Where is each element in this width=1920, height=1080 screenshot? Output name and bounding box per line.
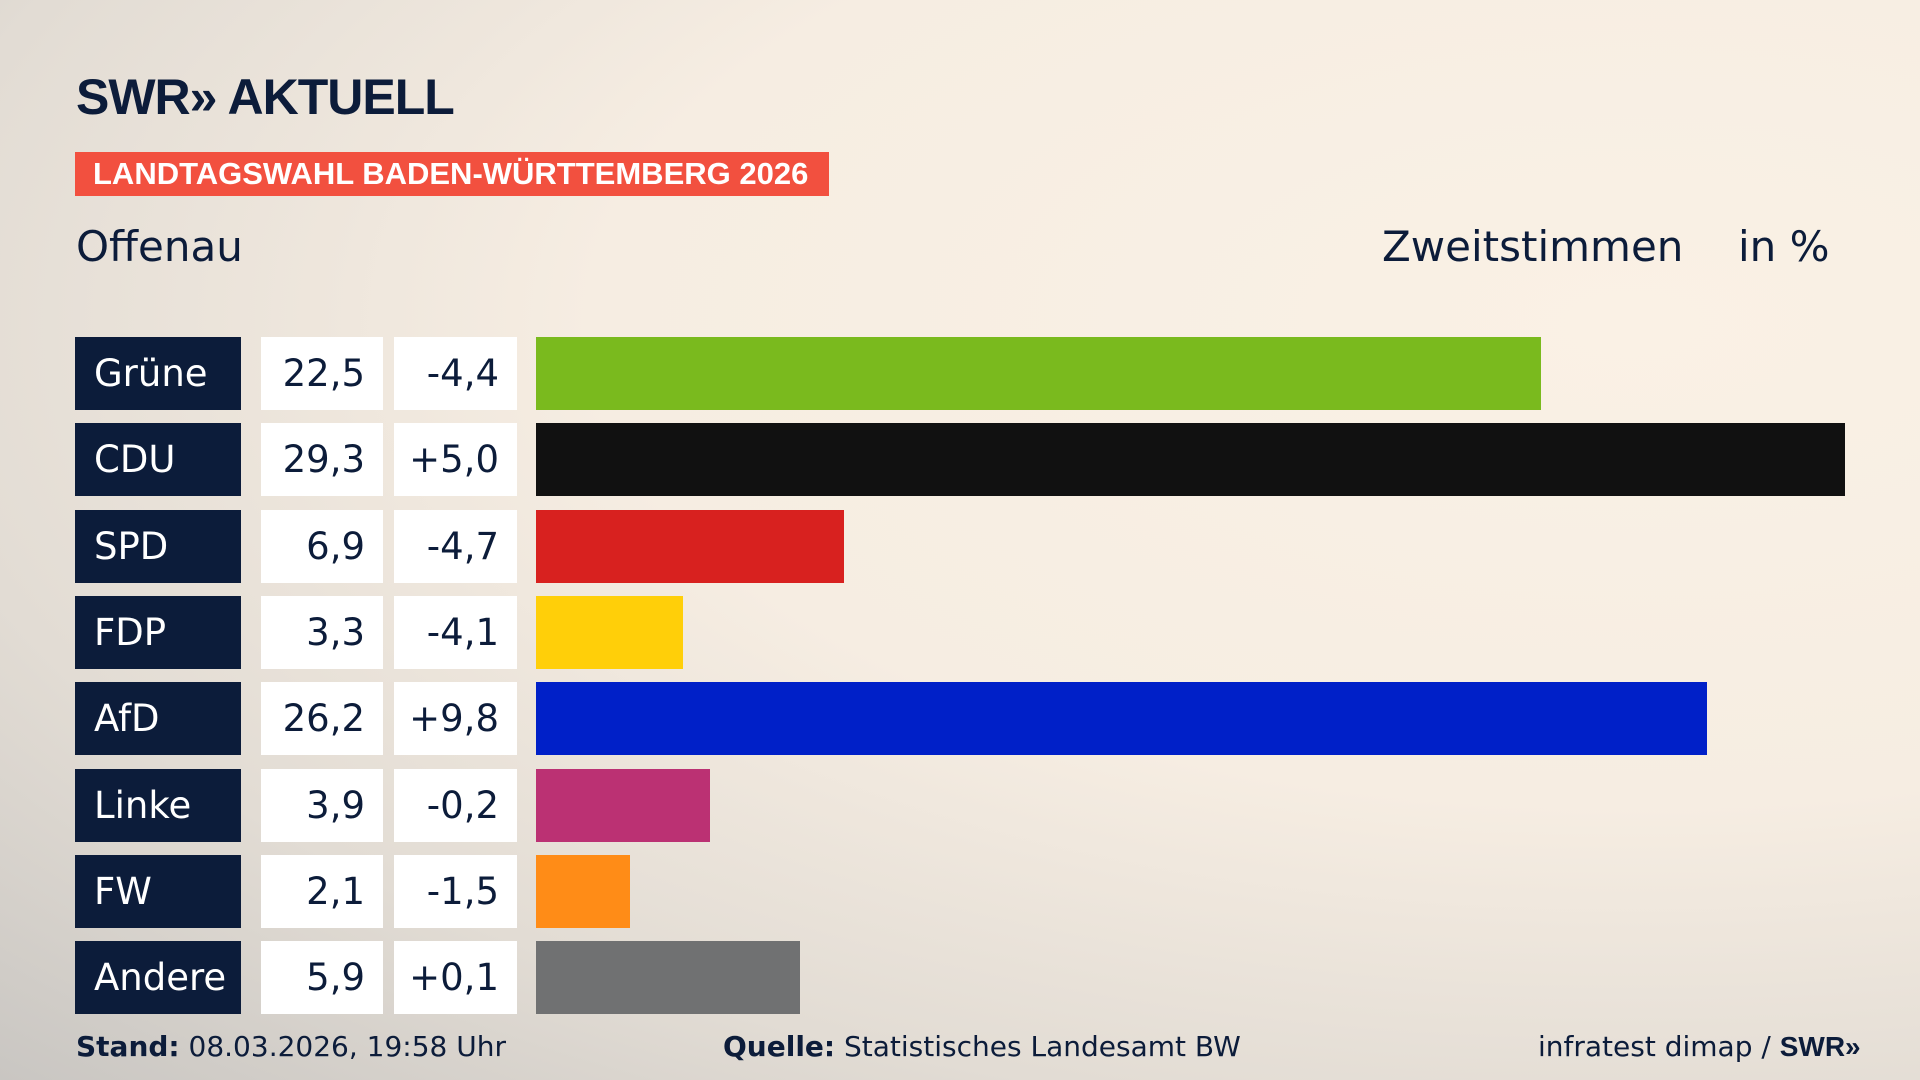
change-label: +5,0	[394, 423, 517, 497]
value-label: 29,3	[261, 423, 383, 497]
quelle-value: Statistisches Landesamt BW	[844, 1030, 1241, 1063]
chart-row: Grüne 22,5 -4,4	[0, 337, 1920, 410]
party-label: CDU	[75, 423, 241, 497]
bar	[536, 337, 1542, 410]
unit-label: in %	[1738, 222, 1830, 271]
value-label: 5,9	[261, 941, 383, 1015]
bar	[536, 854, 630, 928]
value-label: 22,5	[261, 337, 383, 410]
change-label: -4,4	[394, 337, 517, 410]
change-label: -1,5	[394, 854, 517, 928]
change-label: -4,7	[394, 509, 517, 583]
change-label: +9,8	[394, 682, 517, 756]
credit-text: infratest dimap /	[1538, 1030, 1771, 1063]
bar	[536, 768, 711, 842]
chart-row: Andere 5,9 +0,1	[0, 941, 1920, 1015]
stand: Stand: 08.03.2026, 19:58 Uhr	[76, 1030, 506, 1063]
value-label: 3,9	[261, 768, 383, 842]
bar	[536, 423, 1845, 497]
chart-row: Linke 3,9 -0,2	[0, 768, 1920, 842]
bar	[536, 595, 684, 669]
chart-row: FDP 3,3 -4,1	[0, 595, 1920, 669]
chart-row: AfD 26,2 +9,8	[0, 682, 1920, 756]
region-title: Offenau	[76, 222, 243, 271]
swr-logo: SWR»	[1779, 1031, 1861, 1062]
party-label: FW	[75, 854, 241, 928]
bar	[536, 682, 1707, 756]
bar	[536, 509, 845, 583]
chart-row: SPD 6,9 -4,7	[0, 509, 1920, 583]
change-label: +0,1	[394, 941, 517, 1015]
change-label: -0,2	[394, 768, 517, 842]
quelle: Quelle: Statistisches Landesamt BW	[723, 1030, 1241, 1063]
election-banner: LANDTAGSWAHL BADEN-WÜRTTEMBERG 2026	[75, 152, 829, 196]
stand-value: 08.03.2026, 19:58 Uhr	[188, 1030, 506, 1063]
chart-row: FW 2,1 -1,5	[0, 854, 1920, 928]
party-label: Linke	[75, 768, 241, 842]
bar	[536, 941, 800, 1015]
swr-aktuell-logo: SWR» AKTUELL	[76, 69, 455, 125]
change-label: -4,1	[394, 595, 517, 669]
credit: infratest dimap / SWR»	[1538, 1030, 1861, 1063]
value-label: 2,1	[261, 854, 383, 928]
metric-label: Zweitstimmen	[1382, 222, 1684, 271]
value-label: 26,2	[261, 682, 383, 756]
value-label: 6,9	[261, 509, 383, 583]
party-label: Grüne	[75, 337, 241, 410]
party-label: Andere	[75, 941, 241, 1015]
value-label: 3,3	[261, 595, 383, 669]
party-label: AfD	[75, 682, 241, 756]
party-label: FDP	[75, 595, 241, 669]
stand-label: Stand:	[76, 1030, 180, 1063]
party-label: SPD	[75, 509, 241, 583]
quelle-label: Quelle:	[723, 1030, 836, 1063]
chart-row: CDU 29,3 +5,0	[0, 423, 1920, 497]
